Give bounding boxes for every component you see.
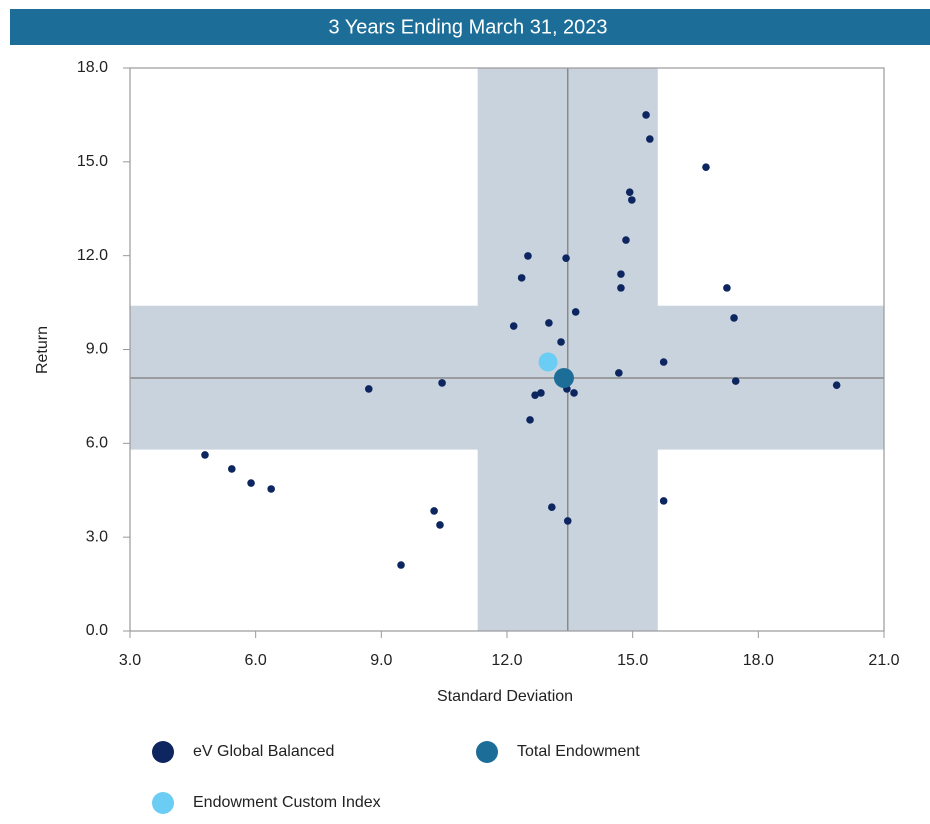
- point: [617, 270, 625, 278]
- point: [436, 521, 444, 529]
- legend-label: eV Global Balanced: [193, 743, 334, 760]
- x-tick-label: 6.0: [245, 652, 267, 669]
- point: [723, 284, 731, 292]
- point: [545, 319, 553, 327]
- point: [659, 358, 668, 366]
- point: [537, 389, 545, 397]
- point: [570, 389, 578, 397]
- point: [622, 236, 630, 244]
- point: [227, 465, 236, 473]
- point: [562, 254, 570, 262]
- point: [526, 416, 534, 424]
- point: [509, 322, 518, 330]
- x-tick-label: 12.0: [491, 652, 522, 669]
- y-tick-label: 3.0: [86, 528, 108, 545]
- point: [517, 274, 526, 282]
- title-banner: [10, 9, 930, 45]
- point: [397, 561, 405, 569]
- point: [557, 338, 565, 346]
- point: [617, 284, 625, 292]
- point: [832, 381, 841, 389]
- point: [553, 367, 574, 388]
- x-axis-label: Standard Deviation: [437, 688, 573, 705]
- point: [524, 252, 532, 260]
- point: [548, 503, 556, 511]
- point: [571, 308, 580, 316]
- legend-marker: [476, 741, 498, 763]
- point: [563, 517, 572, 525]
- point: [731, 377, 740, 385]
- point: [615, 369, 623, 377]
- point: [646, 135, 654, 143]
- y-axis-label: Return: [34, 326, 51, 374]
- legend-label: Total Endowment: [517, 743, 640, 760]
- point: [628, 196, 636, 204]
- x-tick-label: 3.0: [119, 652, 141, 669]
- y-tick-label: 0.0: [86, 622, 108, 639]
- x-tick-label: 9.0: [370, 652, 392, 669]
- y-tick-label: 12.0: [77, 247, 108, 264]
- point: [730, 314, 738, 322]
- y-tick-label: 15.0: [77, 153, 108, 170]
- point: [659, 497, 668, 505]
- point: [201, 451, 209, 459]
- point: [364, 385, 373, 393]
- legend-marker: [152, 792, 174, 814]
- point: [267, 485, 275, 493]
- y-tick-label: 9.0: [86, 341, 108, 358]
- point: [438, 379, 446, 387]
- legend-label: Endowment Custom Index: [193, 794, 381, 811]
- point: [642, 111, 650, 119]
- point: [702, 163, 710, 171]
- point: [538, 352, 558, 372]
- y-tick-label: 18.0: [77, 59, 108, 76]
- point: [625, 188, 634, 196]
- chart-title: 3 Years Ending March 31, 2023: [328, 16, 607, 38]
- point: [531, 391, 539, 399]
- x-tick-label: 21.0: [868, 652, 899, 669]
- point: [430, 507, 438, 515]
- x-tick-label: 15.0: [617, 652, 648, 669]
- point: [247, 479, 255, 487]
- y-tick-label: 6.0: [86, 435, 108, 452]
- legend-marker: [152, 741, 174, 763]
- x-tick-label: 18.0: [743, 652, 774, 669]
